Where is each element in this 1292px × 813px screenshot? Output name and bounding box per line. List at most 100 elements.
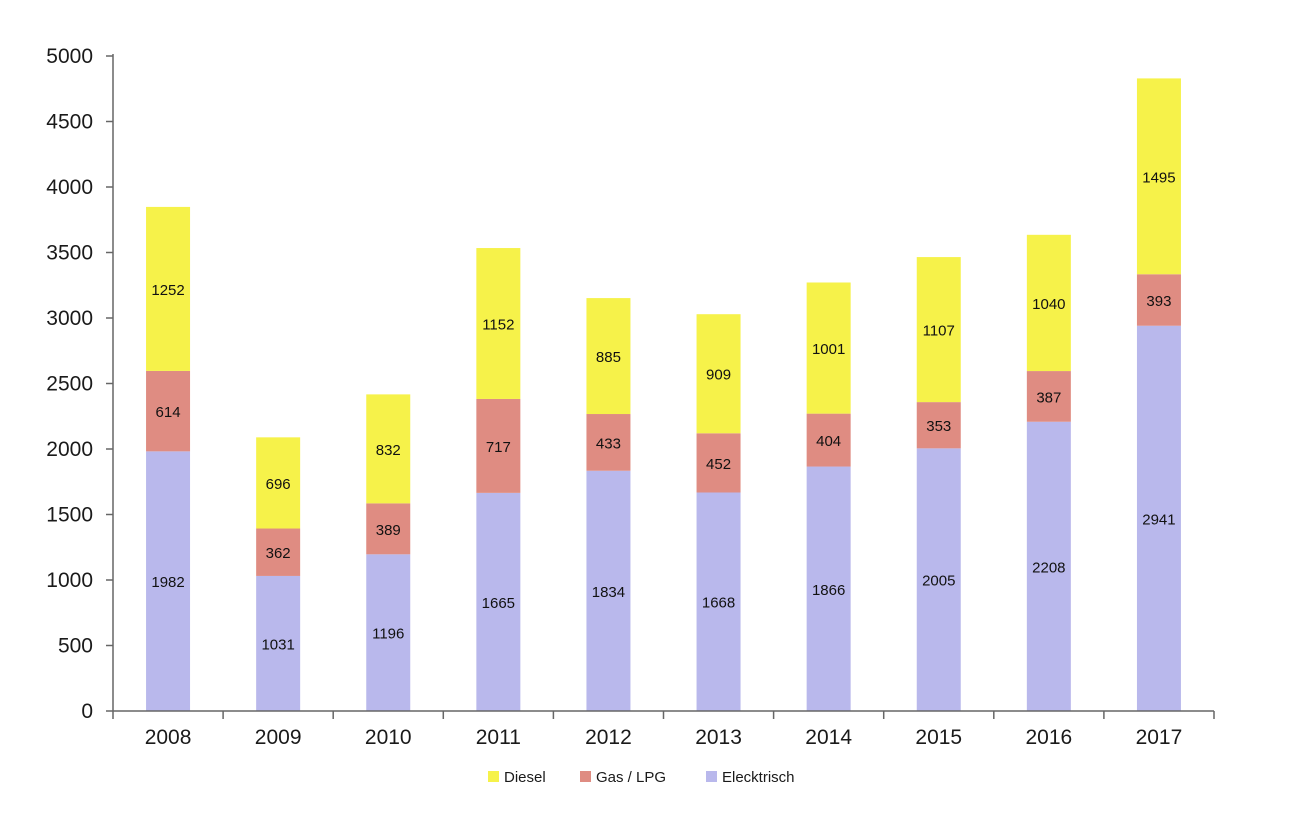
bar-segment	[256, 528, 301, 576]
y-axis: 0 500 1000 1500 2000 2500 3000 3500 4000 4500 5000	[46, 45, 114, 723]
data-label: 1866	[812, 582, 845, 599]
bar-stack-2012: 1834 433 885	[586, 298, 631, 711]
x-tick-label: 2011	[476, 726, 521, 749]
data-label: 1252	[151, 282, 184, 299]
bar-segment	[1026, 234, 1071, 372]
legend-item: Diesel	[488, 769, 546, 786]
data-label: 452	[706, 456, 731, 473]
y-tick-label: 2000	[46, 438, 93, 461]
legend-swatch	[580, 771, 591, 782]
legend-label: Diesel	[504, 769, 546, 786]
legend-label: Elecktrisch	[722, 769, 795, 786]
data-label: 717	[486, 439, 511, 456]
data-label: 1495	[1142, 169, 1175, 186]
bar-segment	[586, 470, 631, 711]
data-label: 362	[266, 545, 291, 562]
legend: Diesel Gas / LPG Elecktrisch	[488, 769, 795, 786]
x-tick-label: 2017	[1136, 726, 1183, 749]
bar-stack-2016: 2208 387 1040	[1026, 234, 1071, 711]
bar-segment	[1026, 371, 1071, 422]
legend-swatch	[706, 771, 717, 782]
data-label: 1107	[923, 323, 955, 340]
data-label: 2005	[922, 573, 955, 590]
legend-item: Gas / LPG	[580, 769, 666, 786]
bar-segment	[696, 314, 741, 434]
x-axis: 2008 2009 2010 2011 2012 2013 2014 2015 2016 2017	[112, 710, 1215, 749]
legend-label: Gas / LPG	[596, 769, 666, 786]
bar-segment	[1026, 421, 1071, 711]
bar-segment	[146, 370, 191, 452]
y-tick-label: 5000	[46, 45, 93, 68]
data-label: 2941	[1142, 511, 1175, 528]
data-label: 353	[926, 418, 951, 435]
bar-segment	[366, 503, 411, 555]
bar-segment	[696, 433, 741, 493]
x-tick-label: 2008	[145, 726, 192, 749]
data-label: 696	[266, 476, 291, 493]
bar-stack-2014: 1866 404 1001	[806, 282, 851, 711]
bar-stack-2017: 2941 393 1495	[1136, 78, 1181, 711]
y-tick-label: 500	[58, 635, 93, 658]
bar-segment	[476, 492, 521, 711]
y-tick-label: 4500	[46, 111, 93, 134]
data-label: 1001	[812, 341, 845, 358]
bar-segment	[806, 466, 851, 711]
data-label: 1834	[592, 584, 625, 601]
data-label: 2208	[1032, 559, 1065, 576]
bar-segment	[696, 492, 741, 711]
bar-segment	[1136, 325, 1181, 711]
data-label: 433	[596, 435, 621, 452]
legend-swatch	[488, 771, 499, 782]
bar-segment	[806, 282, 851, 414]
y-tick-label: 1500	[46, 504, 93, 527]
bar-segment	[806, 413, 851, 467]
y-tick-label: 3000	[46, 307, 93, 330]
data-label: 393	[1146, 293, 1171, 310]
bar-segment	[366, 554, 411, 711]
bar-segment	[146, 206, 191, 371]
x-tick-label: 2015	[915, 726, 962, 749]
bar-segment	[146, 451, 191, 711]
bar-segment	[916, 402, 961, 449]
bar-segment	[366, 394, 411, 504]
bar-segment	[1136, 78, 1181, 275]
x-tick-label: 2009	[255, 726, 302, 749]
y-tick-label: 3500	[46, 242, 93, 265]
data-label: 909	[706, 367, 731, 384]
bar-segment	[476, 248, 521, 399]
y-tick-label: 4000	[46, 176, 93, 199]
bar-segment	[1136, 274, 1181, 326]
y-tick-label: 2500	[46, 373, 93, 396]
data-label: 832	[376, 442, 401, 459]
data-label: 1982	[151, 574, 184, 591]
bar-segment	[586, 414, 631, 471]
x-tick-label: 2013	[695, 726, 742, 749]
bar-stack-2011: 1665 717 1152	[476, 248, 521, 711]
bar-stack-2008: 1982 614 1252	[146, 206, 191, 711]
bar-segment	[586, 298, 631, 415]
data-label: 1031	[261, 636, 294, 653]
bar-segment	[256, 575, 301, 711]
bars: 1982 614 1252 1031 362 696 1196 389 832 1665 717 11…	[146, 78, 1181, 711]
bar-stack-2015: 2005 353 1107	[916, 257, 961, 711]
data-label: 1196	[372, 626, 404, 643]
data-label: 404	[816, 433, 841, 450]
x-tick-label: 2012	[585, 726, 632, 749]
data-label: 885	[596, 349, 621, 366]
bar-segment	[916, 257, 961, 403]
bar-stack-2013: 1668 452 909	[696, 314, 741, 711]
data-label: 1040	[1032, 296, 1065, 313]
bar-stack-2009: 1031 362 696	[256, 437, 301, 711]
bar-segment	[476, 398, 521, 493]
x-tick-label: 2014	[805, 726, 852, 749]
y-tick-label: 0	[81, 700, 93, 723]
x-tick-label: 2016	[1025, 726, 1072, 749]
data-label: 1665	[482, 595, 515, 612]
bar-segment	[916, 448, 961, 711]
data-label: 387	[1036, 389, 1061, 406]
data-label: 1668	[702, 595, 735, 612]
y-tick-label: 1000	[46, 569, 93, 592]
x-tick-label: 2010	[365, 726, 412, 749]
data-label: 389	[376, 522, 401, 539]
